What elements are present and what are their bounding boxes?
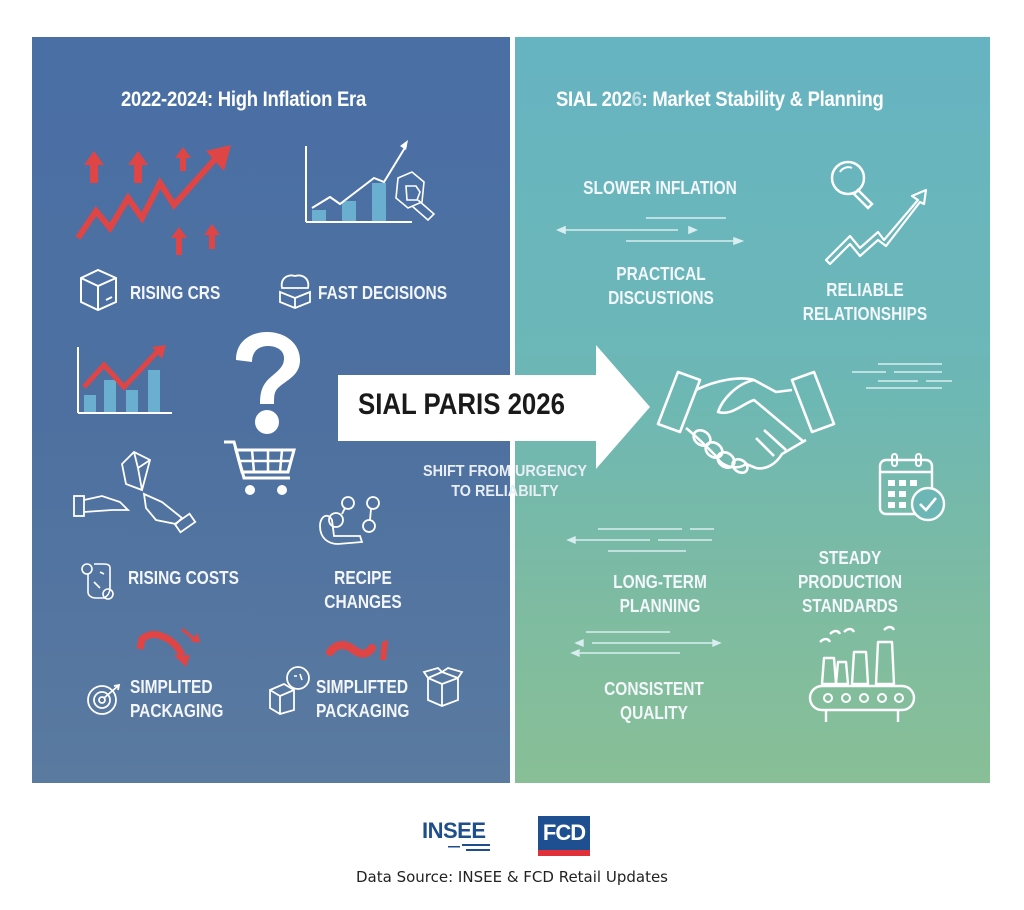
label-consistent-quality: CONSISTENT QUALITY (594, 677, 714, 725)
insee-logo: INSEE (422, 818, 486, 843)
label-simplifted-line1: SIMPLIFTED (316, 677, 409, 697)
label-steady-line2: PRODUCTION (797, 572, 903, 592)
label-simplited-line2: PACKAGING (130, 701, 224, 721)
label-practical-line1: PRACTICAL (616, 264, 706, 284)
fcd-logo-red-bar (538, 850, 590, 856)
left-panel-title: 2022-2024: High Inflation Era (121, 88, 366, 111)
planning-arrows-lines (566, 528, 714, 552)
label-steady-line3: STANDARDS (801, 596, 899, 616)
bar-chart-red-trend-icon (77, 345, 172, 414)
label-rising-crs: RISING CRS (130, 283, 221, 303)
quality-arrows-lines (570, 631, 722, 658)
red-rising-arrows-icon (75, 145, 231, 255)
label-reliable-relationships: RELIABLE RELATIONSHIPS (801, 278, 930, 326)
handshake-icon (656, 370, 836, 475)
shopping-cart-icon (224, 440, 296, 495)
banner-sial-paris-2026: SIAL PARIS 2026 (358, 388, 565, 421)
right-title-suffix: : Market Stability & Planning (641, 88, 884, 111)
label-recipe-line1: RECIPE (334, 568, 392, 588)
question-mark-icon (236, 332, 300, 434)
decorative-lines-right (852, 363, 952, 389)
label-reliable-line2: RELATIONSHIPS (802, 304, 928, 324)
label-simplifted-line2: PACKAGING (316, 701, 410, 721)
horizontal-arrows-lines (555, 217, 745, 246)
label-simplited-line1: SIMPLITED (130, 677, 213, 697)
right-title-blur-digit: 6 (631, 88, 642, 111)
data-source-caption: Data Source: INSEE & FCD Retail Updates (356, 868, 668, 886)
label-consistent-line1: CONSISTENT (604, 679, 704, 699)
label-longterm-line1: LONG-TERM (613, 572, 707, 592)
box-icon (80, 268, 117, 312)
hands-box-exchange-icon (73, 450, 197, 534)
label-long-term-planning: LONG-TERM PLANNING (600, 570, 720, 618)
magnifier-trend-icon (824, 160, 928, 266)
open-box-icon (422, 666, 464, 707)
label-reliable-line1: RELIABLE (826, 280, 904, 300)
cost-tag-icon (81, 563, 114, 600)
label-fast-decisions: FAST DECISIONS (318, 283, 448, 303)
calendar-check-icon (878, 453, 946, 522)
insee-logo-subtext (448, 844, 490, 851)
fcd-logo: FCD (538, 816, 590, 856)
bar-chart-growth-icon (305, 140, 436, 223)
label-recipe-line2: CHANGES (324, 592, 402, 612)
label-practical-line2: DISCUSTIONS (608, 288, 714, 308)
label-slower-inflation: SLOWER INFLATION (583, 178, 737, 198)
recipe-hand-icon (319, 496, 380, 545)
label-practical-discussions: PRACTICAL DISCUSTIONS (597, 262, 726, 310)
label-consistent-line2: QUALITY (620, 703, 688, 723)
sial-paris-arrow-banner (338, 345, 650, 469)
shift-line2: TO RELIABILTY (451, 483, 559, 500)
shift-subtitle: SHIFT FROM URGENCY TO RELIABILTY (411, 462, 600, 502)
label-recipe-changes: RECIPE CHANGES (320, 566, 406, 614)
right-panel-title: SIAL 2026: Market Stability & Planning (556, 88, 884, 112)
right-title-prefix: SIAL 202 (556, 88, 632, 111)
shift-line1: SHIFT FROM URGENCY (423, 463, 587, 480)
factory-icon (808, 625, 916, 722)
label-longterm-line2: PLANNING (619, 596, 701, 616)
red-squiggle-icon (326, 640, 388, 660)
package-face-icon (269, 666, 310, 715)
label-steady-production-standards: STEADY PRODUCTION STANDARDS (790, 546, 910, 618)
fcd-logo-text: FCD (542, 820, 586, 845)
target-icon (87, 683, 121, 715)
label-rising-costs: RISING COSTS (128, 568, 239, 588)
label-simplifted-packaging: SIMPLIFTED PACKAGING (316, 675, 409, 723)
label-simplited-packaging: SIMPLITED PACKAGING (130, 675, 223, 723)
red-downward-arrows-icon (136, 627, 200, 667)
food-box-icon (279, 274, 311, 309)
label-steady-line1: STEADY (818, 548, 882, 568)
